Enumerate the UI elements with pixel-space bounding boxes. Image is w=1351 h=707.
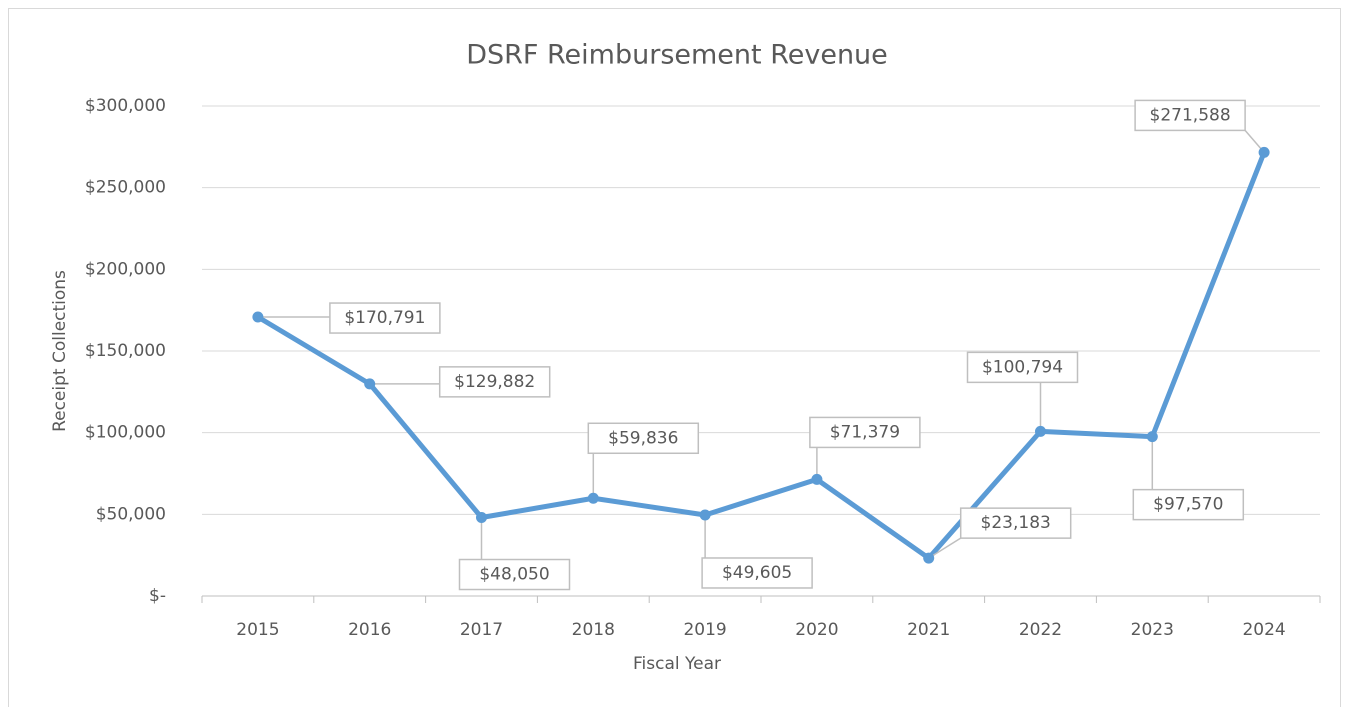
x-tick-label: 2018: [572, 620, 615, 640]
label-box: [329, 302, 441, 334]
marker: [811, 473, 823, 485]
x-tick-label: 2017: [460, 620, 503, 640]
data-label: $71,379: [830, 422, 900, 442]
y-tick-label: $200,000: [85, 259, 166, 279]
y-tick-label: $-: [149, 586, 166, 606]
data-label: $23,183: [981, 513, 1051, 533]
y-tick-label: $50,000: [96, 504, 166, 524]
leader-line: [928, 537, 962, 559]
line: [256, 151, 1267, 561]
data-label: $271,588: [1150, 105, 1231, 125]
x-tick-label: 2021: [907, 620, 950, 640]
data-label: $49,605: [722, 563, 792, 583]
label-box: [438, 366, 551, 398]
marker: [699, 509, 711, 521]
label-box: [959, 507, 1072, 539]
x-tick-label: 2023: [1131, 620, 1174, 640]
y-tick-label: $100,000: [85, 423, 166, 443]
x-tick-label: 2015: [236, 620, 279, 640]
y-axis-label: Receipt Collections: [50, 270, 70, 432]
y-tick-label: $300,000: [85, 96, 166, 116]
data-label: $100,794: [982, 357, 1063, 377]
label-box: [587, 422, 700, 455]
data-label: $59,836: [608, 428, 678, 448]
label-box: [458, 558, 571, 591]
label-box: [701, 557, 813, 589]
x-tick-label: 2016: [348, 620, 391, 640]
marker: [923, 552, 935, 564]
x-tick-label: 2020: [795, 620, 838, 640]
x-tick-label: 2024: [1242, 620, 1285, 640]
marker: [1146, 431, 1158, 443]
marker: [1258, 146, 1270, 158]
label-box: [809, 416, 921, 449]
y-tick-label: $250,000: [85, 178, 166, 198]
marker: [1035, 425, 1046, 437]
data-label: $48,050: [479, 565, 549, 585]
chart-title: DSRF Reimbursement Revenue: [466, 40, 888, 71]
marker: [587, 492, 599, 504]
y-tick-label: $150,000: [85, 341, 166, 361]
chart-border: [8, 8, 1341, 707]
label-box: [1132, 488, 1245, 521]
label-box: [1134, 99, 1246, 132]
x-tick-label: 2022: [1019, 620, 1062, 640]
label-box: [966, 351, 1079, 384]
x-axis-label: Fiscal Year: [633, 654, 721, 674]
marker: [364, 378, 376, 390]
data-label: $170,791: [344, 308, 425, 328]
marker: [252, 311, 264, 323]
marker: [476, 512, 487, 524]
data-label: $129,882: [454, 372, 535, 392]
x-tick-label: 2019: [683, 620, 726, 640]
data-label: $97,570: [1153, 495, 1223, 515]
